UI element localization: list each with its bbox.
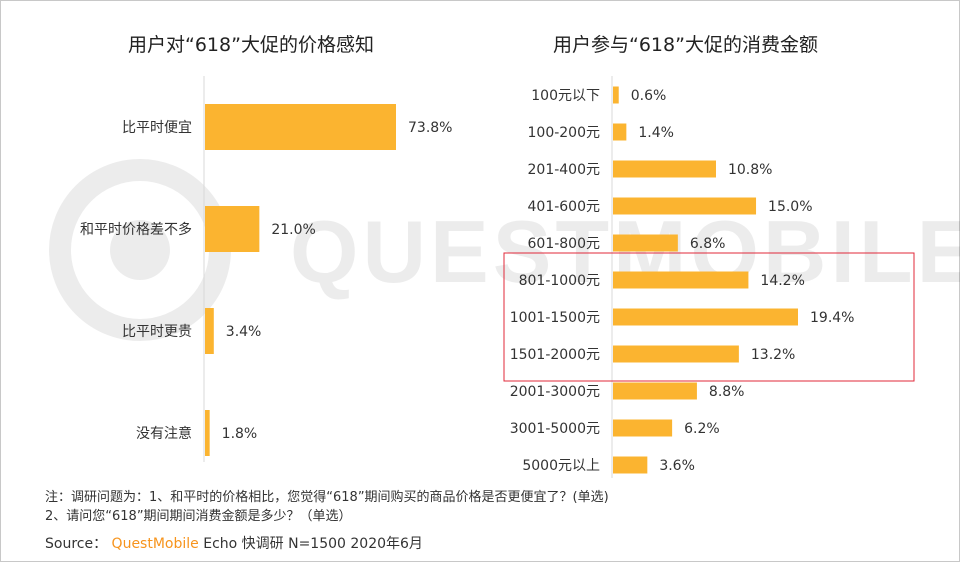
bar-0-0 <box>205 104 396 150</box>
right-chart-title: 用户参与“618”大促的消费金额 <box>553 34 818 56</box>
data-label: 8.8% <box>709 384 745 400</box>
category-label: 和平时价格差不多 <box>80 221 192 238</box>
bar-1-3 <box>613 197 757 215</box>
bar-0-3 <box>205 410 210 456</box>
watermark-logo: QUESTMOBILE <box>49 159 960 341</box>
bar-0-1 <box>205 206 260 252</box>
bar-1-6 <box>613 308 798 326</box>
bar-1-4 <box>613 234 678 252</box>
bar-0-2 <box>205 308 214 354</box>
left-chart-title: 用户对“618”大促的价格感知 <box>128 34 374 56</box>
category-label: 比平时更贵 <box>122 324 192 340</box>
category-label: 401-600元 <box>528 199 601 215</box>
bar-1-0 <box>613 86 619 104</box>
note-line-1: 注：调研问题为：1、和平时的价格相比，您觉得“618”期间购买的商品价格是否更便… <box>45 490 609 505</box>
data-label: 3.6% <box>659 458 695 474</box>
category-label: 801-1000元 <box>519 273 600 289</box>
category-label: 比平时便宜 <box>122 120 192 136</box>
data-label: 6.8% <box>690 236 726 252</box>
data-label: 21.0% <box>271 222 315 238</box>
data-label: 73.8% <box>408 120 452 136</box>
bar-1-8 <box>613 382 697 400</box>
category-label: 201-400元 <box>528 162 601 178</box>
data-label: 13.2% <box>751 347 795 363</box>
bar-1-9 <box>613 419 673 437</box>
category-label: 1501-2000元 <box>510 347 600 363</box>
bar-1-2 <box>613 160 716 178</box>
category-label: 1001-1500元 <box>510 310 600 326</box>
source-text: Echo 快调研 N=1500 2020年6月 <box>203 536 423 552</box>
note-line-2: 2、请问您“618”期间期间消费金额是多少？（单选） <box>45 509 352 524</box>
bar-1-1 <box>613 123 627 141</box>
category-label: 100元以下 <box>531 88 600 104</box>
category-label: 5000元以上 <box>522 458 600 474</box>
bar-1-10 <box>613 456 648 474</box>
data-label: 19.4% <box>810 310 854 326</box>
bar-1-5 <box>613 271 749 289</box>
data-label: 0.6% <box>631 88 667 104</box>
category-label: 3001-5000元 <box>510 421 600 437</box>
data-label: 14.2% <box>760 273 804 289</box>
data-label: 1.8% <box>222 426 258 442</box>
data-label: 15.0% <box>768 199 812 215</box>
source-label: Source： <box>45 536 108 552</box>
data-label: 3.4% <box>226 324 262 340</box>
category-label: 601-800元 <box>528 236 601 252</box>
data-label: 1.4% <box>638 125 674 141</box>
source-line: Source： QuestMobile Echo 快调研 N=1500 2020… <box>45 533 423 553</box>
data-label: 6.2% <box>684 421 720 437</box>
data-label: 10.8% <box>728 162 772 178</box>
category-label: 2001-3000元 <box>510 384 600 400</box>
highlight-box <box>503 252 915 382</box>
category-label: 100-200元 <box>528 125 601 141</box>
bar-1-7 <box>613 345 739 363</box>
category-label: 没有注意 <box>136 425 192 442</box>
source-brand: QuestMobile <box>111 536 199 552</box>
